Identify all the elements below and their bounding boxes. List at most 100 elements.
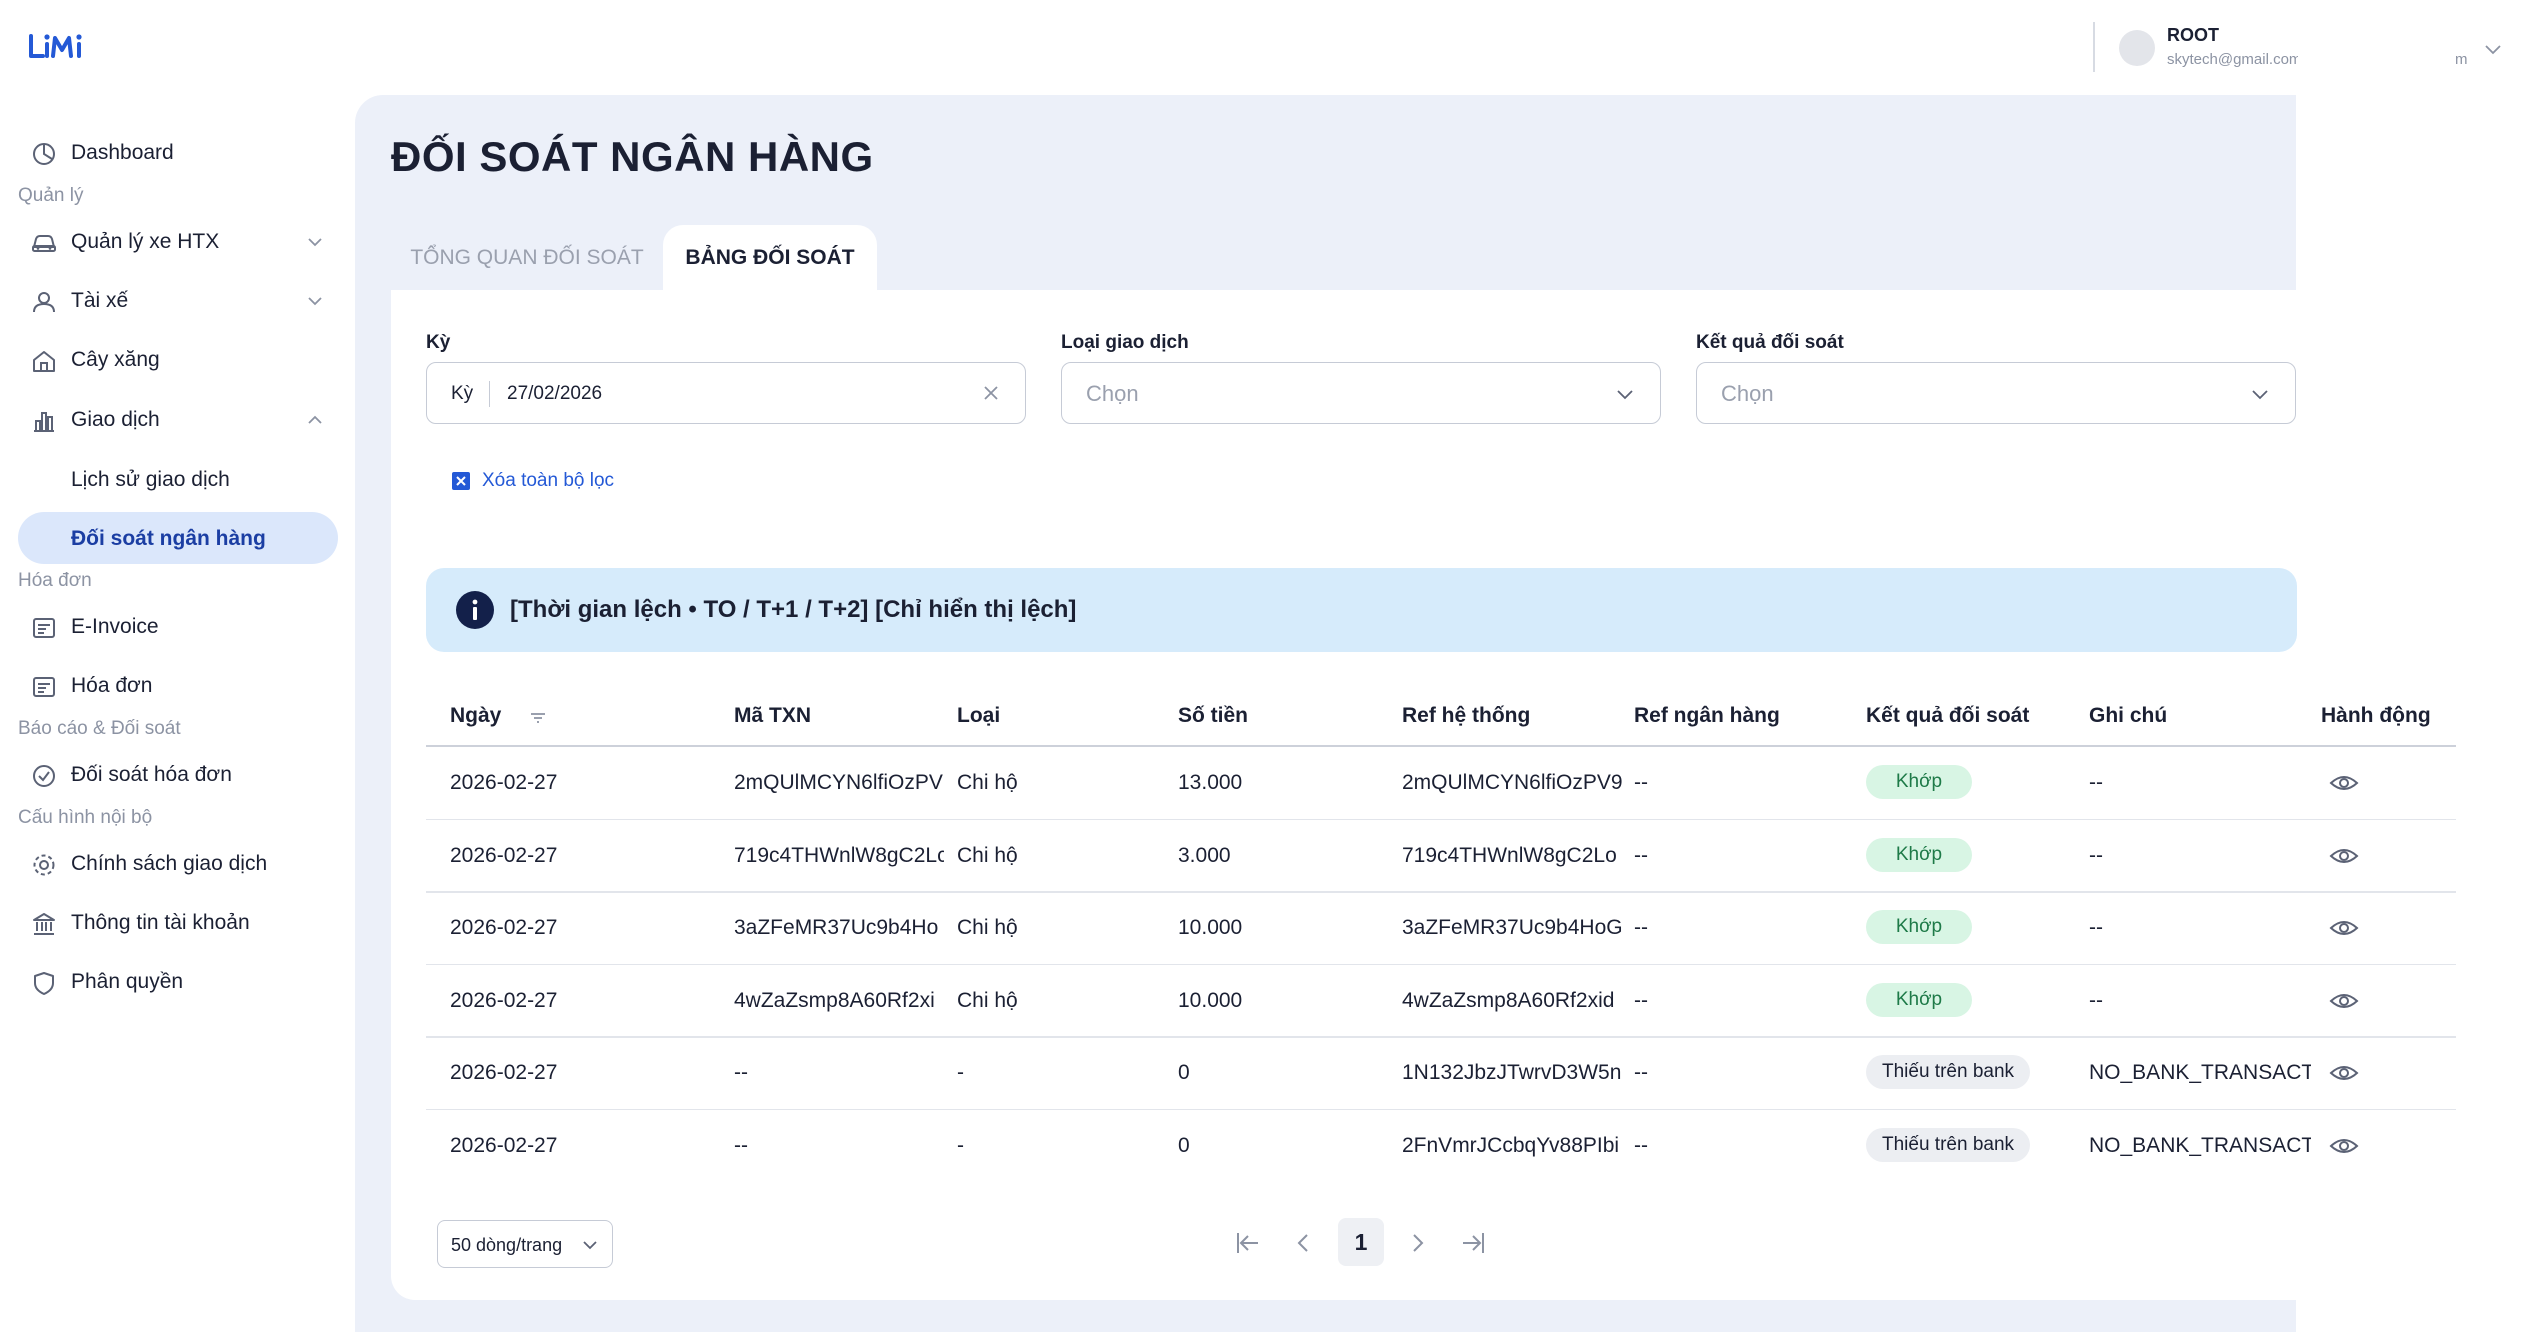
sidebar-item-label: Hóa đơn bbox=[71, 674, 153, 697]
user-icon bbox=[33, 292, 55, 313]
user-name: ROOT bbox=[2167, 25, 2219, 45]
next-page-icon[interactable] bbox=[1399, 1225, 1435, 1261]
tab-overview[interactable]: TỔNG QUAN ĐỐI SOÁT bbox=[410, 246, 644, 269]
cell-date: 2026-02-27 bbox=[450, 1061, 558, 1084]
view-icon[interactable] bbox=[2329, 986, 2359, 1016]
view-icon[interactable] bbox=[2329, 1058, 2359, 1088]
info-text: [Thời gian lệch • TO / T+1 / T+2] [Chỉ h… bbox=[510, 596, 1077, 623]
row-divider bbox=[426, 1108, 2456, 1110]
sidebar-item-vehicles[interactable]: Quản lý xe HTX bbox=[18, 216, 338, 268]
reconciliation-result-select[interactable]: Chọn bbox=[1696, 362, 2296, 424]
avatar[interactable] bbox=[2119, 30, 2155, 66]
divider bbox=[489, 381, 490, 407]
cell-type: - bbox=[957, 1061, 964, 1084]
sidebar-item-transactions[interactable]: Giao dịch bbox=[18, 394, 338, 446]
sidebar-item-label: Chính sách giao dịch bbox=[71, 852, 268, 875]
status-badge: Thiếu trên bank bbox=[1866, 1055, 2031, 1089]
tab-reconciliation-table[interactable]: BẢNG ĐỐI SOÁT bbox=[663, 225, 877, 291]
chevron-down-icon[interactable] bbox=[2481, 37, 2505, 61]
cell-system-ref: 719c4THWnlW8gC2Lo bbox=[1402, 843, 1617, 867]
clear-all-filters-button[interactable]: Xóa toàn bộ lọc bbox=[452, 466, 614, 496]
cell-date: 2026-02-27 bbox=[450, 1133, 558, 1157]
select-placeholder: Chọn bbox=[1721, 381, 1774, 406]
view-icon[interactable] bbox=[2329, 841, 2359, 871]
user-email-overflow: m bbox=[2455, 51, 2468, 68]
filter-period-label: Kỳ bbox=[426, 332, 451, 353]
shield-icon bbox=[34, 972, 54, 995]
chevron-down-icon bbox=[583, 1241, 597, 1250]
sidebar-item-invoices[interactable]: Hóa đơn bbox=[18, 660, 338, 712]
sort-icon[interactable] bbox=[528, 708, 548, 728]
cell-type: Chi hộ bbox=[957, 916, 1018, 939]
cell-bank-ref: -- bbox=[1634, 771, 1648, 794]
sidebar-item-transaction-policy[interactable]: Chính sách giao dịch bbox=[18, 838, 338, 890]
bank-icon bbox=[33, 913, 55, 935]
cell-note: -- bbox=[2089, 843, 2103, 867]
check-circle-icon bbox=[33, 765, 55, 787]
cell-bank-ref: -- bbox=[1634, 988, 1648, 1012]
row-divider bbox=[426, 1036, 2456, 1038]
cell-txn: 2mQUlMCYN6lfiOzPV bbox=[734, 771, 943, 794]
cell-txn: 4wZaZsmp8A60Rf2xi bbox=[734, 988, 935, 1012]
cell-txn: 3aZFeMR37Uc9b4Ho bbox=[734, 916, 939, 939]
sidebar-item-label: Thông tin tài khoản bbox=[71, 911, 250, 934]
cell-amount: 3.000 bbox=[1178, 843, 1231, 867]
sidebar-item-drivers[interactable]: Tài xế bbox=[18, 275, 338, 327]
page-title: ĐỐI SOÁT NGÂN HÀNG bbox=[391, 133, 874, 180]
cell-bank-ref: -- bbox=[1634, 1133, 1648, 1157]
sidebar-item-transaction-history[interactable]: Lịch sử giao dịch bbox=[18, 453, 338, 505]
car-icon bbox=[32, 235, 56, 252]
filter-result-label: Kết quả đối soát bbox=[1696, 332, 1844, 353]
column-header-date[interactable]: Ngày bbox=[450, 704, 502, 727]
cell-bank-ref: -- bbox=[1634, 1061, 1648, 1084]
chevron-up-icon bbox=[308, 415, 322, 424]
sidebar-item-dashboard[interactable]: Dashboard bbox=[18, 127, 338, 179]
cell-bank-ref: -- bbox=[1634, 843, 1648, 867]
first-page-icon[interactable] bbox=[1230, 1225, 1266, 1261]
sidebar-item-label: Phân quyền bbox=[71, 970, 184, 993]
filter-type-label: Loại giao dịch bbox=[1061, 332, 1189, 353]
cell-date: 2026-02-27 bbox=[450, 916, 558, 939]
current-page[interactable]: 1 bbox=[1338, 1218, 1384, 1266]
cell-amount: 13.000 bbox=[1178, 771, 1243, 794]
table-header-divider bbox=[426, 745, 2456, 747]
view-icon[interactable] bbox=[2329, 1131, 2359, 1161]
row-divider bbox=[426, 891, 2456, 893]
row-divider bbox=[426, 818, 2456, 820]
prev-page-icon[interactable] bbox=[1286, 1225, 1322, 1261]
cell-bank-ref: -- bbox=[1634, 916, 1648, 939]
sidebar-item-account-info[interactable]: Thông tin tài khoản bbox=[18, 897, 338, 949]
invoice-icon bbox=[33, 677, 55, 697]
sidebar-item-invoice-reconciliation[interactable]: Đối soát hóa đơn bbox=[18, 749, 338, 801]
cell-type: Chi hộ bbox=[957, 843, 1018, 867]
user-email: skytech@gmail.com bbox=[2167, 51, 2298, 68]
cell-note: -- bbox=[2089, 988, 2103, 1012]
view-icon[interactable] bbox=[2329, 913, 2359, 943]
sidebar-item-bank-reconciliation[interactable]: Đối soát ngân hàng bbox=[18, 512, 338, 564]
sidebar-item-label: Dashboard bbox=[71, 141, 174, 164]
cell-txn: -- bbox=[734, 1061, 748, 1084]
last-page-icon[interactable] bbox=[1455, 1225, 1491, 1261]
cell-amount: 0 bbox=[1178, 1061, 1190, 1084]
period-picker[interactable]: Kỳ 27/02/2026 bbox=[426, 362, 1026, 424]
sidebar-item-label: Lịch sử giao dịch bbox=[71, 468, 230, 491]
sidebar-item-permissions[interactable]: Phân quyền bbox=[18, 956, 338, 1008]
row-divider bbox=[426, 963, 2456, 965]
status-badge: Khớp bbox=[1866, 910, 1972, 944]
status-badge: Khớp bbox=[1866, 837, 1972, 872]
cell-date: 2026-02-27 bbox=[450, 988, 558, 1012]
page-size-select[interactable]: 50 dòng/trang bbox=[437, 1220, 613, 1268]
sidebar-item-e-invoice[interactable]: E-Invoice bbox=[18, 601, 338, 653]
transaction-type-select[interactable]: Chọn bbox=[1061, 362, 1661, 424]
close-icon[interactable] bbox=[981, 383, 1001, 403]
cell-date: 2026-02-27 bbox=[450, 771, 558, 794]
sidebar-item-gas-stations[interactable]: Cây xăng bbox=[18, 334, 338, 386]
status-badge: Thiếu trên bank bbox=[1866, 1127, 2031, 1162]
sidebar-item-label: Đối soát hóa đơn bbox=[71, 763, 232, 786]
home-icon bbox=[33, 351, 55, 372]
info-banner: [Thời gian lệch • TO / T+1 / T+2] [Chỉ h… bbox=[426, 568, 2297, 652]
view-icon[interactable] bbox=[2329, 768, 2359, 798]
invoice-icon bbox=[33, 618, 55, 638]
sidebar-group-label: Báo cáo & Đối soát bbox=[18, 718, 181, 739]
select-placeholder: Chọn bbox=[1086, 381, 1139, 406]
